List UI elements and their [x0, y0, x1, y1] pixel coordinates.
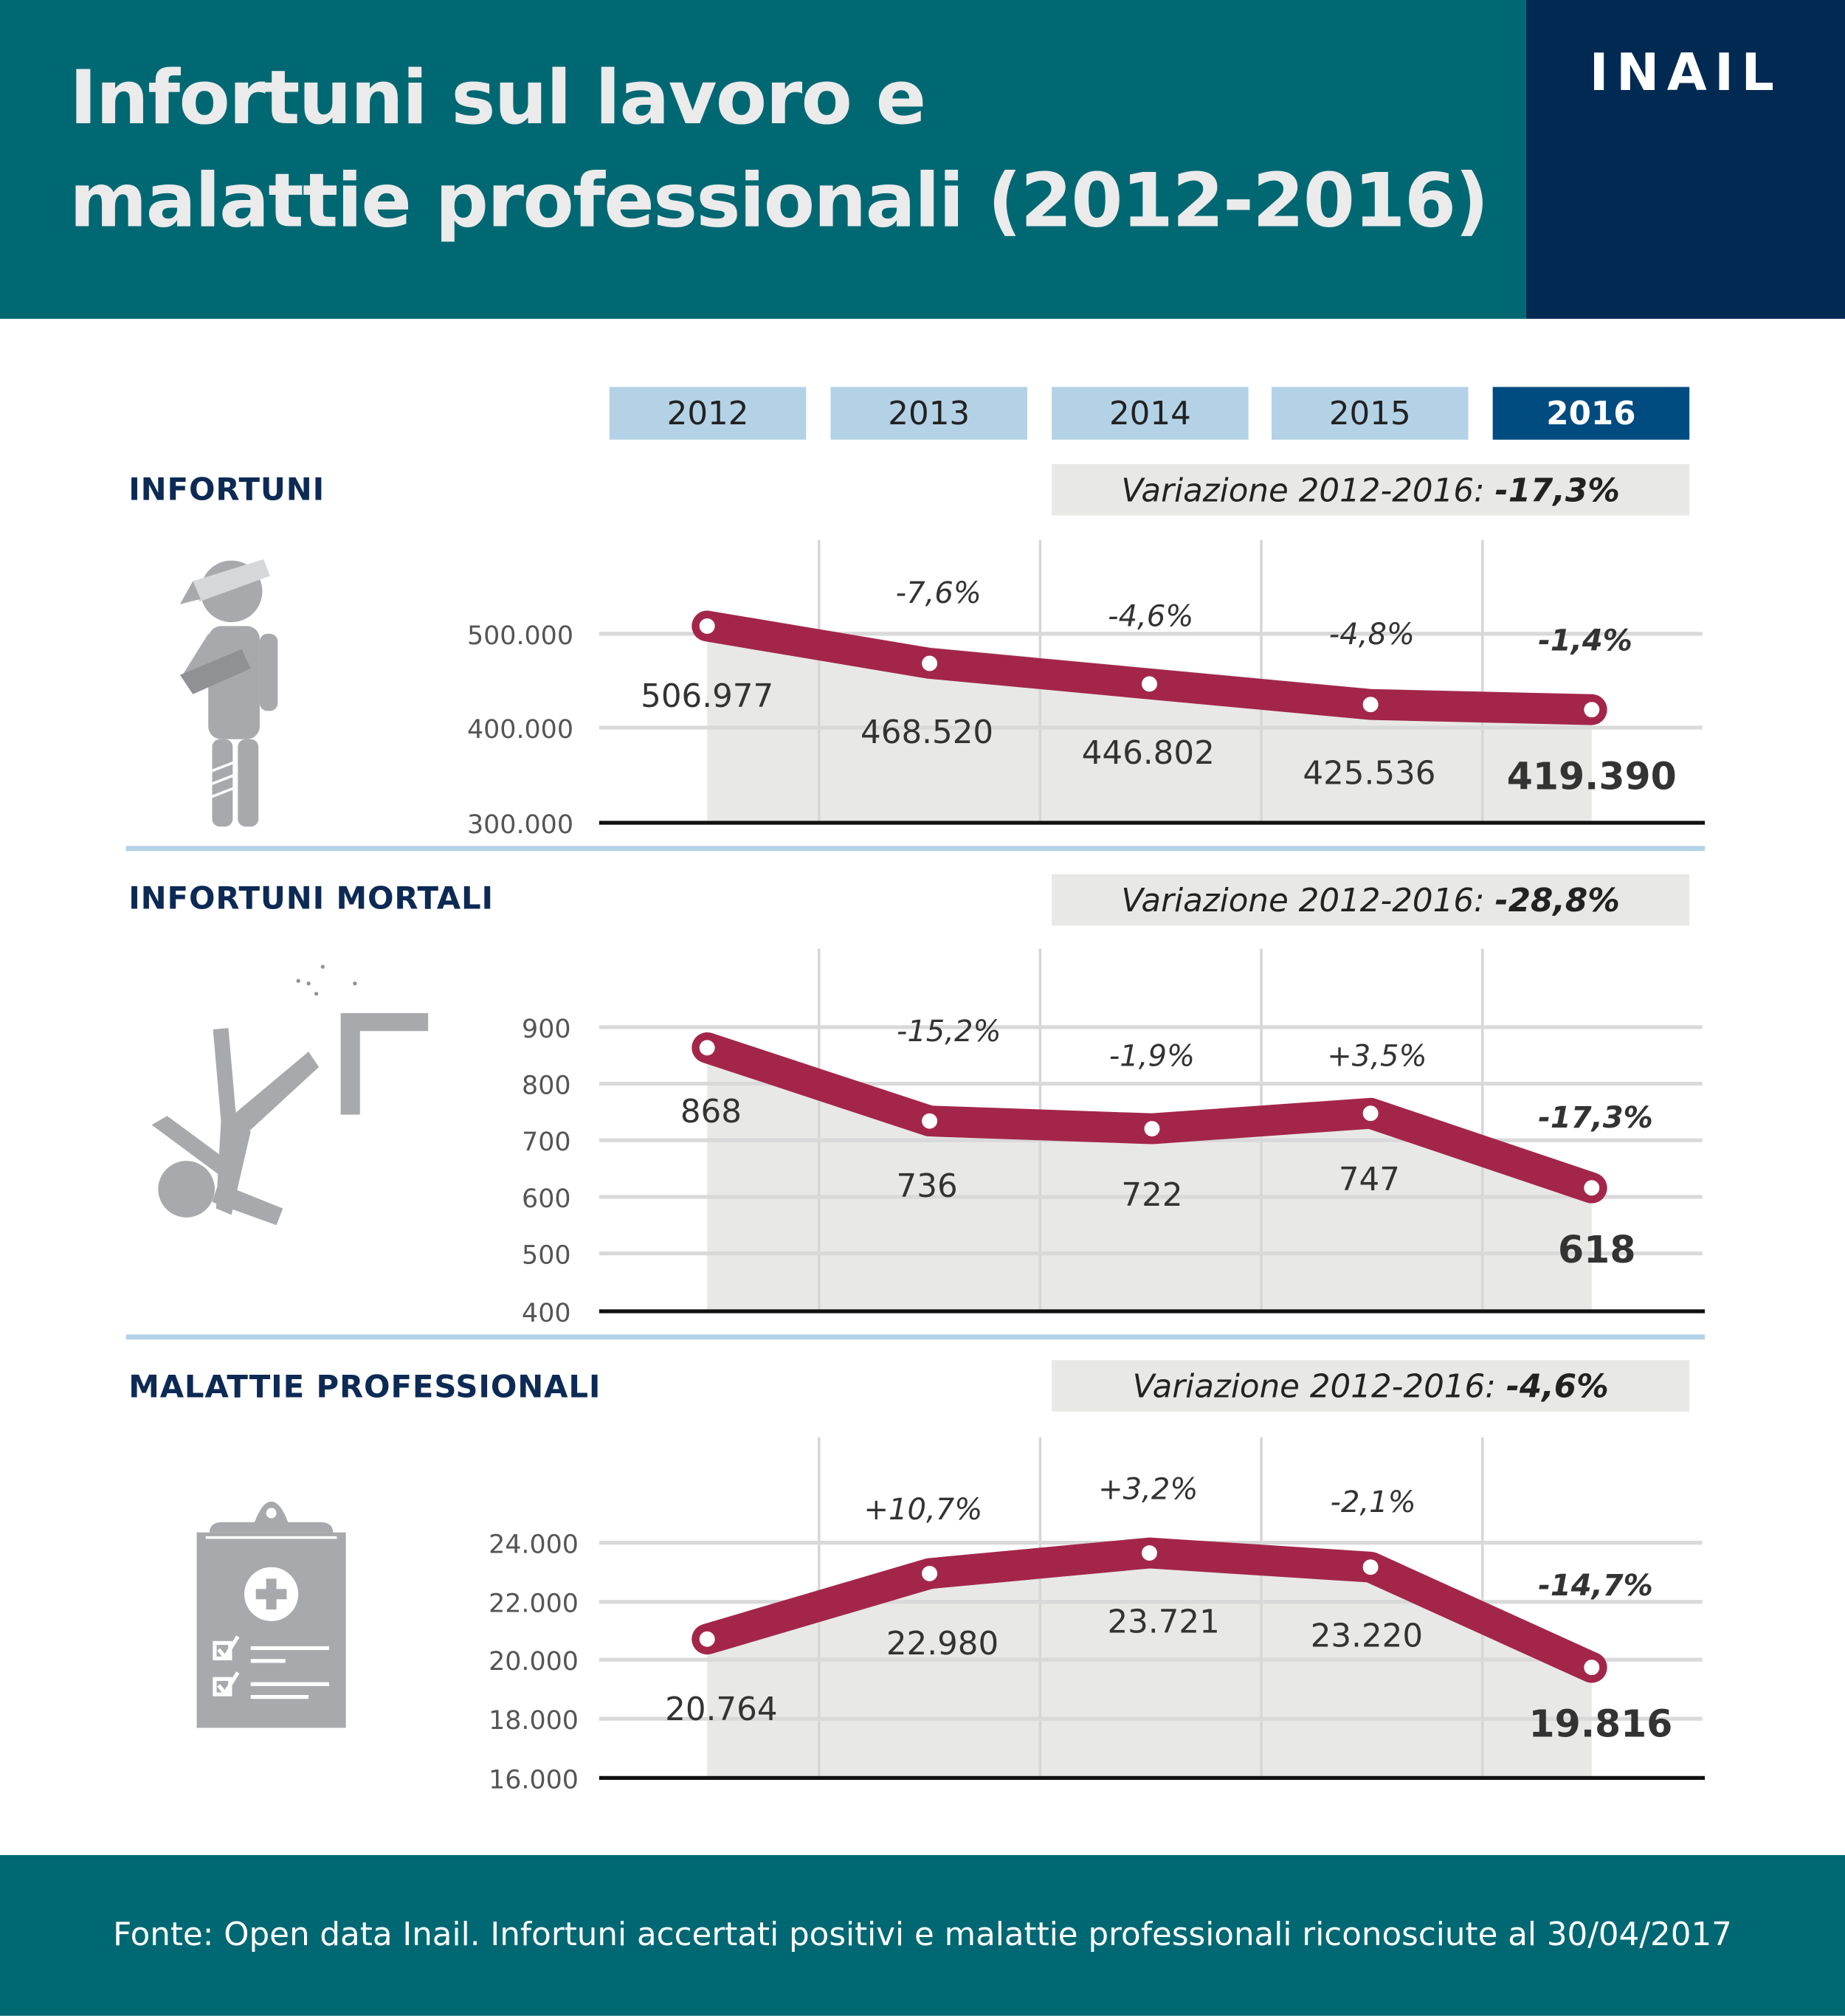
y-tick: 600: [522, 1184, 570, 1214]
year-label-2013: 2013: [830, 387, 1027, 440]
section-divider: [125, 846, 1706, 852]
data-label: 23.220: [1311, 1618, 1423, 1655]
y-tick: 16.000: [489, 1765, 579, 1795]
chart-malattie-professionali: 24.000 22.000 20.000 18.000 16.000 20.76…: [489, 1437, 1706, 1795]
variation-badge-mortali: Variazione 2012-2016: -28,8%: [1052, 874, 1690, 926]
data-label-highlight: 19.816: [1529, 1702, 1673, 1746]
data-label: 722: [1121, 1177, 1182, 1214]
variation-value: -4,6%: [1506, 1367, 1609, 1405]
variation-value: -28,8%: [1494, 881, 1620, 919]
inail-logo: INAIL: [1589, 44, 1782, 103]
data-label: 868: [680, 1094, 742, 1130]
change-label: -1,9%: [1109, 1039, 1195, 1073]
y-tick: 400: [522, 1299, 570, 1328]
change-label: -17,3%: [1538, 1101, 1653, 1135]
change-label: -2,1%: [1331, 1485, 1416, 1519]
page-title-line-1: Infortuni sul lavoro e: [69, 54, 926, 142]
data-label-highlight: 618: [1558, 1228, 1635, 1271]
chart-infortuni-mortali: 900 800 700 600 500 400 868 736 722 747 …: [522, 948, 1706, 1328]
source-note: Fonte: Open data Inail. Infortuni accert…: [113, 1915, 1732, 1953]
y-tick: 900: [522, 1015, 570, 1044]
year-label-2015: 2015: [1271, 387, 1469, 440]
footer-banner: [0, 1854, 1845, 2016]
y-tick: 500.000: [467, 621, 573, 651]
section-divider: [125, 1334, 1706, 1340]
falling-worker-icon: [151, 964, 429, 1226]
variation-badge-malattie: Variazione 2012-2016: -4,6%: [1052, 1360, 1690, 1412]
y-tick: 22.000: [489, 1589, 579, 1619]
medical-clipboard-icon: [196, 1501, 346, 1728]
data-label-highlight: 419.390: [1507, 755, 1677, 798]
logo-panel: [1525, 0, 1845, 320]
change-label: +3,5%: [1327, 1039, 1427, 1073]
variation-value: -17,3%: [1494, 471, 1620, 509]
y-tick: 20.000: [489, 1647, 579, 1677]
year-label-2016: 2016: [1492, 387, 1690, 440]
change-label: -7,6%: [896, 576, 982, 610]
change-label: -4,8%: [1329, 618, 1415, 652]
change-label: -15,2%: [897, 1015, 1001, 1049]
area-fill: [707, 1553, 1592, 1778]
chart-infortuni: 500.000 400.000 300.000 506.977 468.520 …: [467, 539, 1706, 840]
data-label: 468.520: [861, 714, 993, 751]
data-label: 22.980: [886, 1626, 999, 1663]
change-label: -14,7%: [1538, 1569, 1653, 1603]
y-tick: 800: [522, 1071, 570, 1101]
page-title-line-2: malattie professionali (2012-2016): [69, 156, 1489, 245]
data-label: 747: [1339, 1161, 1400, 1198]
data-label: 20.764: [665, 1691, 777, 1728]
section-title-infortuni-mortali: INFORTUNI MORTALI: [128, 880, 494, 917]
year-label-2014: 2014: [1052, 387, 1249, 440]
change-label: +3,2%: [1098, 1472, 1198, 1506]
data-label: 23.721: [1107, 1604, 1219, 1641]
variation-badge-infortuni: Variazione 2012-2016: -17,3%: [1052, 463, 1690, 516]
data-label: 446.802: [1082, 735, 1215, 772]
variation-label: Variazione 2012-2016:: [1121, 471, 1485, 509]
year-label-2012: 2012: [609, 387, 807, 440]
data-label: 736: [897, 1168, 958, 1205]
y-tick: 500: [522, 1241, 570, 1271]
change-label: -4,6%: [1108, 599, 1193, 633]
data-label: 506.977: [641, 678, 773, 715]
y-tick: 300.000: [467, 810, 573, 840]
injured-worker-icon: [179, 559, 278, 827]
variation-label: Variazione 2012-2016:: [1121, 881, 1485, 919]
data-label: 425.536: [1303, 756, 1435, 793]
y-tick: 24.000: [489, 1530, 579, 1560]
header-banner: [0, 0, 1526, 320]
section-title-malattie: MALATTIE PROFESSIONALI: [128, 1369, 601, 1406]
y-tick: 400.000: [467, 715, 573, 745]
change-label: +10,7%: [863, 1493, 982, 1527]
variation-label: Variazione 2012-2016:: [1132, 1367, 1496, 1405]
y-tick: 700: [522, 1128, 570, 1157]
y-tick: 18.000: [489, 1706, 579, 1736]
section-title-infortuni: INFORTUNI: [128, 472, 325, 508]
change-label: -1,4%: [1538, 624, 1632, 658]
